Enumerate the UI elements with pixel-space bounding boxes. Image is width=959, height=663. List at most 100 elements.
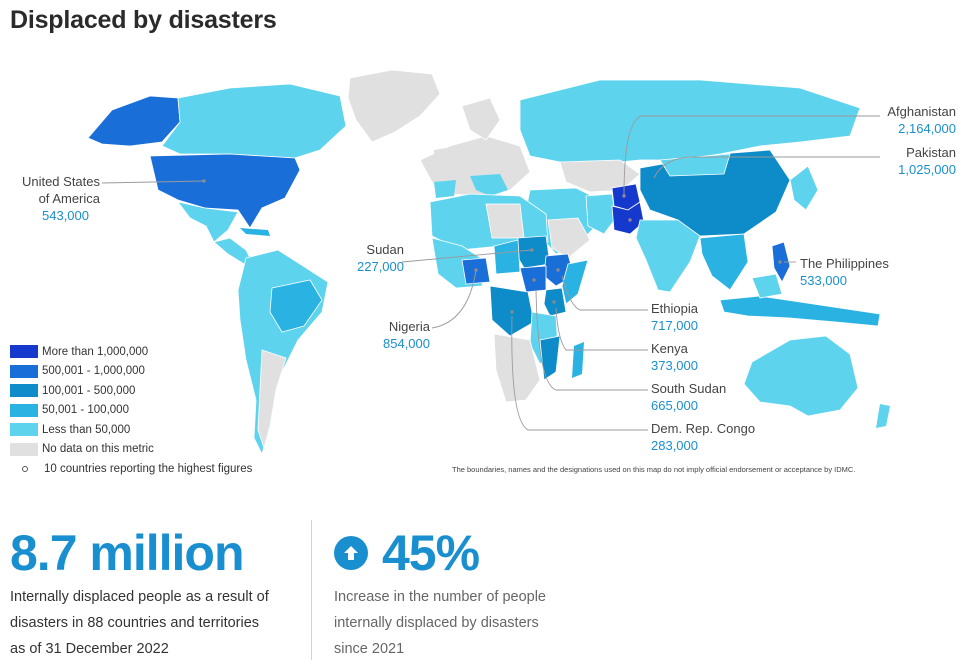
stat-increase: 45% Increase in the number of people int… (334, 528, 546, 662)
legend-row: 50,001 - 100,000 (10, 401, 252, 421)
stat-desc-line: as of 31 December 2022 (10, 641, 169, 657)
greenland (347, 69, 441, 143)
callout-philippines-name: The Philippines (800, 256, 889, 271)
leader-ethiopia (561, 275, 648, 311)
callout-nigeria-name: Nigeria (388, 319, 430, 334)
world-map-svg (87, 69, 890, 456)
leader-kenya (555, 307, 648, 351)
stat-divider (311, 520, 312, 660)
callout-drc: Dem. Rep. Congo 283,000 (651, 420, 781, 454)
arabia-nodata (547, 217, 591, 259)
legend-swatch (10, 403, 38, 417)
callout-drc-value: 283,000 (651, 438, 698, 453)
canada (161, 83, 347, 159)
scandinavia (461, 97, 501, 141)
legend-label: 500,001 - 1,000,000 (42, 365, 145, 378)
legend-label: Less than 50,000 (42, 423, 131, 436)
borneo (751, 273, 783, 299)
legend-label: 100,001 - 500,000 (42, 384, 136, 397)
callout-pakistan-name: Pakistan (906, 145, 956, 160)
callout-ethiopia-name: Ethiopia (651, 301, 698, 316)
stat-desc-line: since 2021 (334, 641, 405, 657)
iberia (434, 180, 456, 198)
mexico (177, 201, 239, 243)
madagascar (572, 342, 584, 378)
stat-displaced-total: 8.7 million Internally displaced people … (10, 528, 269, 662)
callout-usa-value: 543,000 (42, 208, 89, 223)
stat-big-number: 8.7 million (10, 525, 245, 581)
legend-swatch (10, 345, 38, 359)
callout-south-sudan-name: South Sudan (651, 381, 727, 396)
callout-afghanistan-value: 2,164,000 (898, 121, 956, 136)
callout-kenya: Kenya 373,000 (651, 340, 761, 374)
australia (743, 335, 859, 417)
marker-dot-icon (22, 465, 28, 472)
southern-africa (493, 333, 541, 403)
callout-sudan: Sudan 227,000 (340, 241, 404, 275)
callout-philippines: The Philippines 533,000 (800, 255, 920, 289)
marker-drc (510, 310, 514, 314)
usa (149, 153, 301, 229)
iran (585, 193, 617, 235)
korea-japan (789, 165, 819, 211)
world-map: United States of America 543,000 Sudan 2… (0, 50, 959, 490)
legend-row: 500,001 - 1,000,000 (10, 362, 252, 382)
callout-south-sudan: South Sudan 665,000 (651, 380, 761, 414)
callout-sudan-name: Sudan (366, 242, 404, 257)
stat-desc-line: Internally displaced people as a result … (10, 589, 269, 605)
page-title: Displaced by disasters (10, 6, 277, 34)
argentina-nodata (257, 349, 287, 450)
legend-row: More than 1,000,000 (10, 342, 252, 362)
italy-balkans (470, 174, 508, 196)
callout-usa-name-2: of America (38, 191, 100, 206)
stat-desc-line: Increase in the number of people (334, 589, 546, 605)
callout-sudan-value: 227,000 (357, 259, 404, 274)
leader-sudan (401, 249, 533, 263)
legend-swatch (10, 384, 38, 398)
callout-south-sudan-value: 665,000 (651, 398, 698, 413)
southeast-asia (699, 233, 749, 291)
legend-label: More than 1,000,000 (42, 345, 149, 358)
marker-ethiopia (556, 268, 560, 272)
stat-big-row: 45% (334, 528, 546, 578)
indonesia (719, 295, 881, 327)
callout-nigeria: Nigeria 854,000 (366, 318, 430, 352)
libya-nodata (485, 203, 525, 239)
russia (519, 79, 861, 165)
legend-marker-label: 10 countries reporting the highest figur… (44, 462, 253, 475)
leader-afghanistan (623, 115, 880, 197)
alaska (87, 95, 181, 147)
stat-description: Increase in the number of people interna… (334, 584, 546, 662)
leader-pakistan (653, 156, 880, 179)
callout-usa: United States of America 543,000 (10, 173, 100, 224)
top10-markers (202, 179, 782, 314)
uk (434, 148, 446, 166)
leader-drc (511, 315, 648, 431)
callout-pakistan-value: 1,025,000 (898, 162, 956, 177)
leader-nigeria (431, 269, 477, 329)
marker-kenya (552, 300, 556, 304)
callout-usa-name-1: United States (21, 174, 100, 189)
legend-row: No data on this metric (10, 440, 252, 460)
callout-afghanistan: Afghanistan 2,164,000 (858, 103, 956, 137)
callout-philippines-value: 533,000 (800, 273, 847, 288)
new-zealand (876, 404, 890, 428)
stat-desc-line: internally displaced by disasters (334, 615, 539, 631)
legend-swatch (10, 423, 38, 437)
arrow-up-circle-icon (334, 536, 368, 570)
legend-label: 50,001 - 100,000 (42, 404, 129, 417)
map-legend: More than 1,000,000 500,001 - 1,000,000 … (10, 342, 252, 479)
callout-ethiopia-value: 717,000 (651, 318, 698, 333)
stat-desc-line: disasters in 88 countries and territorie… (10, 615, 260, 631)
legend-label: No data on this metric (42, 443, 154, 456)
leader-usa (101, 180, 205, 184)
mozambique (539, 335, 561, 381)
leader-south-sudan (535, 289, 648, 391)
stat-description: Internally displaced people as a result … (10, 584, 269, 662)
callout-pakistan: Pakistan 1,025,000 (858, 144, 956, 178)
legend-swatch (10, 442, 38, 456)
callout-nigeria-value: 854,000 (383, 336, 430, 351)
leader-lines (101, 115, 880, 431)
legend-row: Less than 50,000 (10, 420, 252, 440)
marker-pakistan (628, 218, 632, 222)
